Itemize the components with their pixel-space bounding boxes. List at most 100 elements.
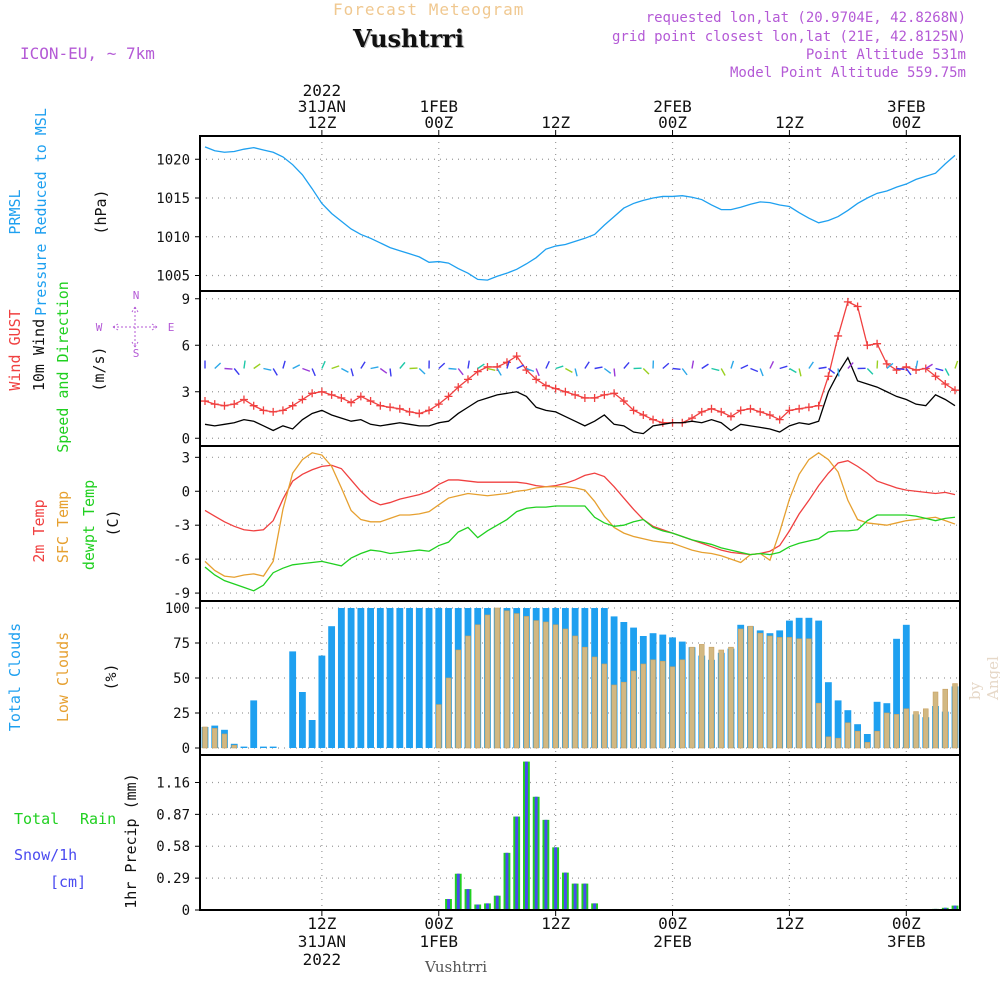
gust-marker <box>814 401 823 410</box>
low-cloud-bar <box>845 722 851 749</box>
y-tick-label: 100 <box>165 601 190 617</box>
low-cloud-bar <box>815 702 822 749</box>
y-tick-label: 6 <box>182 338 190 354</box>
compass-south: S <box>133 347 140 360</box>
gust-marker <box>220 401 229 410</box>
wind-direction-arrow <box>253 363 261 370</box>
gust-marker <box>629 406 638 415</box>
wind-direction-arrow <box>282 360 286 369</box>
low-cloud-bar <box>835 737 841 749</box>
total-cloud-bar <box>250 700 258 748</box>
gust-marker <box>512 352 521 361</box>
gust-marker <box>765 411 774 419</box>
time-label-bottom: 1FEB <box>420 932 459 951</box>
total-cloud-bar <box>815 620 823 748</box>
time-label-top: 00Z <box>892 113 921 132</box>
total-cloud-bar <box>435 608 443 748</box>
low-cloud-bar <box>601 663 608 749</box>
wind-direction-arrow <box>769 361 775 369</box>
low-cloud-bar <box>562 628 569 749</box>
gust-marker <box>619 397 628 406</box>
gust-marker <box>239 395 248 404</box>
wind-direction-arrow <box>594 366 603 370</box>
gust-marker <box>415 409 424 418</box>
gust-marker <box>308 389 317 398</box>
wind-direction-arrow <box>818 366 827 370</box>
requested-coords: requested lon,lat (20.9704E, 42.8268N) <box>645 10 966 26</box>
gust-marker <box>658 418 667 427</box>
wind-direction-arrow <box>545 360 550 369</box>
total-cloud-bar <box>386 608 394 748</box>
total-cloud-bar <box>834 700 842 748</box>
model-point-altitude: Model Point Altitude 559.75m <box>729 65 966 81</box>
time-label-bottom: 00Z <box>892 914 921 933</box>
total-cloud-bar <box>863 734 871 748</box>
wind-direction-arrow <box>886 362 894 370</box>
snow-bar <box>456 873 460 910</box>
low-cloud-bar <box>221 733 228 749</box>
wind-direction-arrow <box>311 368 316 377</box>
low-cloud-bar <box>747 625 754 749</box>
gust-marker <box>532 375 541 384</box>
gust-marker <box>580 393 589 402</box>
low-cloud-bar <box>864 742 871 749</box>
gust-marker <box>571 390 580 399</box>
wind-direction-arrow <box>467 360 470 369</box>
panel-pressure: 1005 1010 1015 1020 <box>156 135 961 292</box>
total-cloud-bar <box>610 616 618 748</box>
panel-wind: 0 3 6 9 <box>182 291 961 447</box>
low-cloud-bar <box>212 728 218 749</box>
low-cloud-bar <box>523 616 530 749</box>
pressure-unit: (hPa) <box>92 189 110 234</box>
snow-bar <box>953 905 957 910</box>
gust-marker <box>463 375 472 384</box>
low-cloud-bar <box>231 744 237 749</box>
gust-marker <box>882 359 891 368</box>
low-cloud-bar <box>436 704 442 749</box>
low-cloud-bar <box>708 646 715 749</box>
wind-direction-arrow <box>321 360 326 369</box>
time-label-top: 12Z <box>775 113 804 132</box>
gust-marker <box>941 380 950 388</box>
low-cloud-bar <box>776 637 783 749</box>
gust-marker <box>600 390 609 399</box>
low-cloud-bar <box>737 628 744 749</box>
wind-direction-arrow <box>331 365 340 370</box>
wind-direction-arrow <box>866 368 874 375</box>
gust-marker <box>726 412 735 421</box>
chart-subtitle: Forecast Meteogram <box>333 0 525 19</box>
series-line-wind-gust <box>204 300 956 424</box>
gust-marker <box>278 406 287 415</box>
low-cloud-bar <box>669 666 676 749</box>
y-tick-label: 0.29 <box>156 871 190 887</box>
y-tick-label: 0 <box>182 484 190 500</box>
gust-marker <box>951 386 959 395</box>
low-cloud-bar <box>572 635 578 749</box>
low-cloud-bar <box>806 638 812 749</box>
wind-direction-arrow <box>827 367 836 374</box>
compass-north: N <box>133 289 140 302</box>
time-label-bottom: 00Z <box>424 914 453 933</box>
y-tick-label: 3 <box>182 450 190 466</box>
snow-bar <box>524 761 528 910</box>
wind-direction-arrow <box>759 368 764 377</box>
snow-bar <box>505 852 509 910</box>
point-altitude: Point Altitude 531m <box>805 47 966 63</box>
snow-bar <box>476 904 480 910</box>
y-tick-label: 1005 <box>156 269 190 285</box>
y-tick-label: -6 <box>173 552 190 568</box>
wind-direction-arrow <box>516 364 525 370</box>
total-cloud-bar <box>824 682 832 748</box>
total-cloud-bar <box>260 746 267 748</box>
total-cloud-bar <box>347 608 355 748</box>
snow-bar <box>593 903 597 910</box>
low-cloud-bar <box>630 670 637 749</box>
series-line-dewpt-temp <box>204 505 956 592</box>
wind-direction-arrow <box>341 367 349 373</box>
snow-bar <box>447 899 450 910</box>
gust-marker <box>590 393 599 402</box>
low-cloud-bar <box>796 638 802 749</box>
time-label-top: 3FEB <box>887 97 926 116</box>
gust-marker <box>639 411 648 419</box>
wind-direction-arrow <box>448 367 457 370</box>
